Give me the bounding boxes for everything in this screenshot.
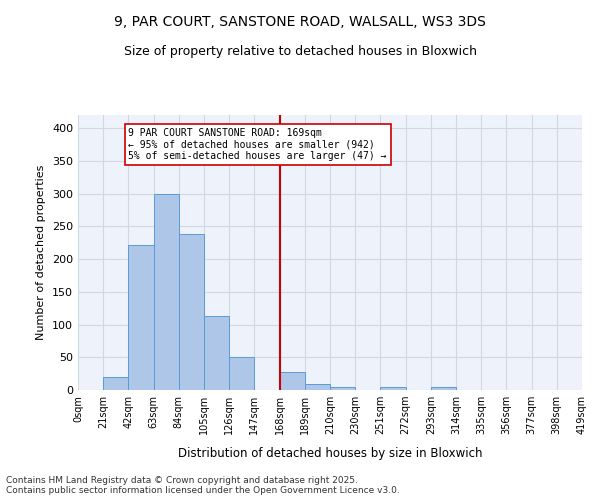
Bar xyxy=(179,234,204,390)
Bar xyxy=(280,372,305,390)
Text: Size of property relative to detached houses in Bloxwich: Size of property relative to detached ho… xyxy=(124,45,476,58)
Y-axis label: Number of detached properties: Number of detached properties xyxy=(37,165,46,340)
Bar xyxy=(380,388,406,390)
Bar xyxy=(229,358,254,390)
Bar xyxy=(154,194,179,390)
Text: Distribution of detached houses by size in Bloxwich: Distribution of detached houses by size … xyxy=(178,448,482,460)
Bar xyxy=(103,377,128,390)
Text: 9, PAR COURT, SANSTONE ROAD, WALSALL, WS3 3DS: 9, PAR COURT, SANSTONE ROAD, WALSALL, WS… xyxy=(114,15,486,29)
Text: Contains HM Land Registry data © Crown copyright and database right 2025.
Contai: Contains HM Land Registry data © Crown c… xyxy=(6,476,400,495)
Bar xyxy=(431,386,456,390)
Bar xyxy=(204,316,229,390)
Text: 9 PAR COURT SANSTONE ROAD: 169sqm
← 95% of detached houses are smaller (942)
5% : 9 PAR COURT SANSTONE ROAD: 169sqm ← 95% … xyxy=(128,128,387,162)
Bar xyxy=(128,244,154,390)
Bar xyxy=(330,388,355,390)
Bar xyxy=(305,384,330,390)
